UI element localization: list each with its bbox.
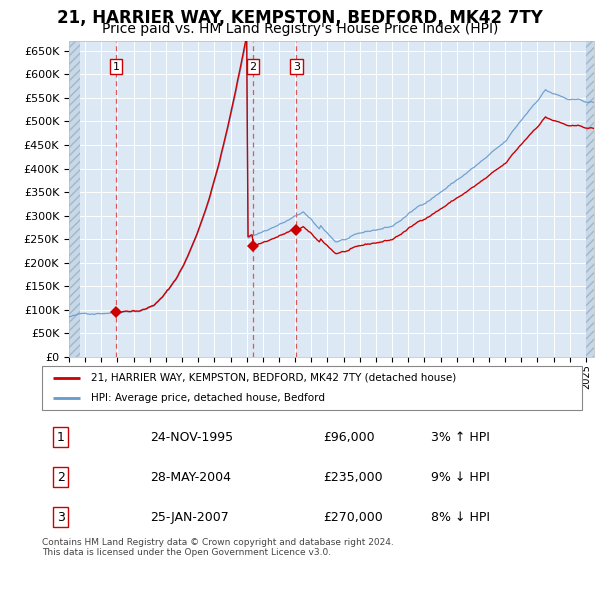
Text: HPI: Average price, detached house, Bedford: HPI: Average price, detached house, Bedf… (91, 393, 325, 403)
Text: 3% ↑ HPI: 3% ↑ HPI (431, 431, 490, 444)
Text: 21, HARRIER WAY, KEMPSTON, BEDFORD, MK42 7TY (detached house): 21, HARRIER WAY, KEMPSTON, BEDFORD, MK42… (91, 373, 456, 383)
Bar (586, 41, 594, 357)
Text: 9% ↓ HPI: 9% ↓ HPI (431, 471, 490, 484)
Text: £235,000: £235,000 (323, 471, 382, 484)
Text: £96,000: £96,000 (323, 431, 374, 444)
Text: 1: 1 (112, 61, 119, 71)
Text: 3: 3 (57, 510, 65, 523)
Text: 28-MAY-2004: 28-MAY-2004 (150, 471, 231, 484)
Text: 21, HARRIER WAY, KEMPSTON, BEDFORD, MK42 7TY: 21, HARRIER WAY, KEMPSTON, BEDFORD, MK42… (57, 9, 543, 27)
Text: £270,000: £270,000 (323, 510, 383, 523)
Text: 8% ↓ HPI: 8% ↓ HPI (431, 510, 490, 523)
Text: 24-NOV-1995: 24-NOV-1995 (150, 431, 233, 444)
Text: Price paid vs. HM Land Registry's House Price Index (HPI): Price paid vs. HM Land Registry's House … (102, 22, 498, 36)
Text: 2: 2 (57, 471, 65, 484)
Text: Contains HM Land Registry data © Crown copyright and database right 2024.
This d: Contains HM Land Registry data © Crown c… (42, 538, 394, 558)
Bar (69, 41, 80, 357)
Text: 1: 1 (57, 431, 65, 444)
Text: 25-JAN-2007: 25-JAN-2007 (150, 510, 229, 523)
Text: 3: 3 (293, 61, 300, 71)
FancyBboxPatch shape (42, 366, 582, 410)
Text: 2: 2 (250, 61, 257, 71)
